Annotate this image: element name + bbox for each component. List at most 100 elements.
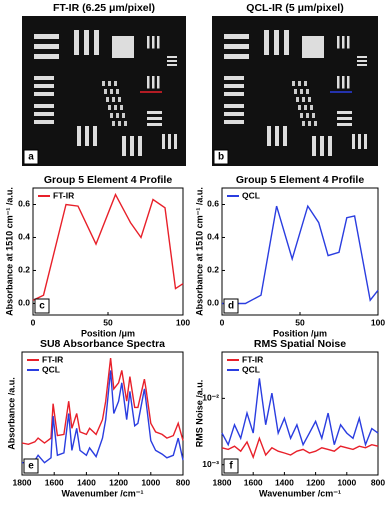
x-tick-label: 100	[371, 317, 385, 327]
target-bar	[94, 30, 99, 55]
x-tick-label: 1000	[337, 477, 356, 487]
target-dot	[108, 105, 111, 110]
target-dot	[308, 121, 311, 126]
legend-label: QCL	[242, 190, 260, 200]
target-bar	[357, 64, 367, 66]
y-tick-label: 0.0	[18, 298, 30, 308]
x-tick-label: 1000	[141, 477, 160, 487]
image-title: FT-IR (6.25 μm/pixel)	[53, 2, 155, 14]
target-dot	[302, 97, 305, 102]
y-axis-label: Absorbance /a.u.	[6, 377, 16, 450]
x-axis-label: Wavenumber /cm⁻¹	[62, 488, 144, 498]
target-bar	[147, 123, 162, 126]
target-bar	[157, 36, 160, 49]
target-bar	[224, 92, 244, 96]
target-bar	[224, 34, 249, 39]
legend-label: FT-IR	[42, 354, 63, 364]
target-dot	[308, 97, 311, 102]
target-bar	[342, 36, 345, 49]
series-line	[32, 192, 184, 301]
target-bar	[320, 136, 324, 156]
target-bar	[168, 134, 171, 149]
target-dot	[298, 81, 301, 86]
chart-title: RMS Spatial Noise	[254, 338, 346, 350]
target-dot	[114, 81, 117, 86]
target-dot	[112, 121, 115, 126]
y-tick-label: 10⁻³	[202, 459, 219, 469]
y-tick-label: 0.0	[207, 298, 219, 308]
plot-frame	[21, 351, 184, 476]
target-bar	[337, 36, 340, 49]
target-dot	[302, 121, 305, 126]
plot-frame	[221, 187, 379, 316]
target-dot	[114, 105, 117, 110]
target-bar	[74, 30, 79, 55]
y-tick-label: 10⁻²	[202, 393, 219, 403]
target-dot	[310, 105, 313, 110]
plot-frame	[221, 351, 379, 476]
panel-label-box	[23, 149, 39, 165]
legend-label: FT-IR	[53, 190, 74, 200]
y-tick-label: 0.2	[18, 265, 30, 275]
target-bar	[352, 134, 355, 149]
target-bar	[284, 30, 289, 55]
target-bar	[147, 111, 162, 114]
series-line	[22, 370, 184, 464]
target-bar	[34, 92, 54, 96]
target-dot	[300, 89, 303, 94]
target-bar	[167, 60, 177, 62]
chart-title: Group 5 Element 4 Profile	[44, 174, 173, 186]
target-bar	[358, 134, 361, 149]
target-dot	[116, 89, 119, 94]
target-bar	[138, 136, 142, 156]
target-bar	[224, 44, 249, 49]
x-tick-label: 50	[295, 317, 305, 327]
target-dot	[106, 97, 109, 102]
target-bar	[224, 104, 244, 108]
target-bar	[147, 117, 162, 120]
x-tick-label: 1400	[275, 477, 294, 487]
target-bar	[152, 36, 155, 49]
target-dot	[102, 81, 105, 86]
target-bar	[224, 112, 244, 116]
target-bar	[347, 36, 350, 49]
target-dot	[304, 105, 307, 110]
panel-label: f	[229, 461, 233, 472]
target-bar	[34, 104, 54, 108]
panel-label: b	[218, 152, 224, 163]
target-square	[302, 36, 324, 58]
series-line	[221, 436, 379, 460]
target-bar	[122, 136, 126, 156]
target-bar	[224, 120, 244, 124]
plot-frame	[32, 187, 184, 316]
image-title: QCL-IR (5 μm/pixel)	[246, 2, 343, 14]
panel-label-box	[213, 149, 229, 165]
target-dot	[112, 97, 115, 102]
chart-title: SU8 Absorbance Spectra	[40, 338, 165, 350]
panel-label: d	[228, 301, 234, 312]
series-line	[21, 358, 184, 446]
target-square	[112, 36, 134, 58]
target-dot	[116, 113, 119, 118]
target-bar	[167, 56, 177, 58]
target-dot	[104, 89, 107, 94]
target-bar	[224, 84, 244, 88]
target-dot	[304, 81, 307, 86]
x-tick-label: 800	[371, 477, 385, 487]
target-dot	[292, 81, 295, 86]
target-bar	[224, 54, 249, 59]
target-bar	[34, 112, 54, 116]
target-dot	[118, 97, 121, 102]
target-dot	[120, 105, 123, 110]
y-tick-label: 0.2	[207, 265, 219, 275]
target-bar	[328, 136, 332, 156]
panel-label-box	[223, 458, 239, 474]
x-tick-label: 50	[103, 317, 113, 327]
y-tick-label: 0.4	[207, 232, 219, 242]
target-bar	[85, 126, 89, 146]
panel-label: e	[28, 461, 34, 472]
target-dot	[118, 121, 121, 126]
target-bar	[174, 134, 177, 149]
target-bar	[162, 134, 165, 149]
